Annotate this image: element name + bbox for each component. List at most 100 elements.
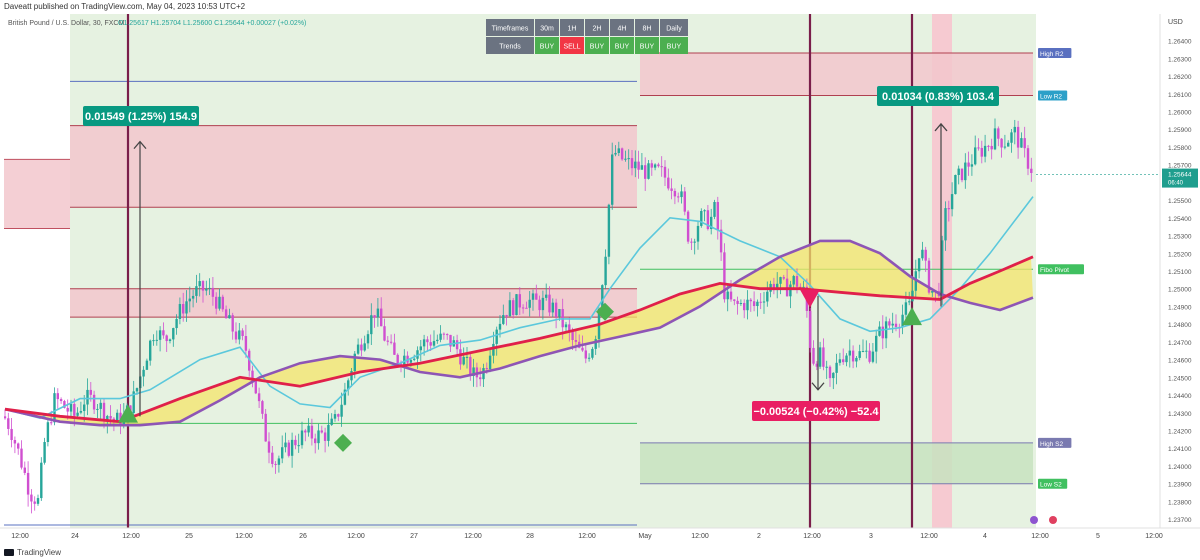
candle-body-274	[908, 301, 911, 303]
candle-body-195	[647, 163, 650, 179]
candle-body-3	[13, 440, 17, 444]
candle-body-298	[987, 145, 990, 147]
ma-fast-line	[4, 196, 1034, 419]
chart-title: British Pound / U.S. Dollar, 30, FXCM	[8, 20, 124, 27]
trend-cell-2	[585, 37, 609, 54]
candle-body-221	[733, 299, 736, 301]
candle-body-7	[26, 472, 30, 495]
candle-body-215	[713, 202, 716, 217]
candle-body-178	[591, 348, 594, 358]
candle-body-214	[710, 216, 713, 230]
candle-body-240	[795, 276, 799, 287]
candle-body-244	[809, 310, 812, 348]
candle-body-59	[198, 281, 201, 287]
candle-body-142	[472, 367, 475, 376]
candle-body-176	[584, 350, 587, 359]
publish-header: Daveatt published on TradingView.com, Ma…	[0, 0, 1200, 14]
candle-body-239	[792, 276, 795, 285]
candle-body-150	[498, 323, 502, 330]
trend-label-2: BUY	[590, 44, 605, 51]
candle-body-100	[333, 414, 337, 419]
candle-body-110	[366, 334, 370, 344]
candle-body-0	[4, 416, 7, 419]
measure-arrow-2-head	[811, 382, 825, 391]
candle-body-93	[310, 425, 314, 439]
candle-body-65	[218, 296, 221, 309]
candle-body-223	[739, 303, 743, 305]
candle-body-39	[132, 391, 135, 414]
x-tick-0: 12:00	[11, 533, 29, 540]
candle-body-117	[389, 341, 393, 343]
candle-body-190	[630, 158, 634, 169]
x-tick-5: 26	[299, 533, 307, 540]
candle-body-124	[413, 358, 416, 360]
candle-body-252	[835, 362, 838, 373]
candle-body-2	[10, 428, 13, 441]
candle-body-130	[432, 341, 436, 346]
trend-table: Timeframes Trends 30m BUY 1H SELL 2H BUY 4H BUY 8H…	[486, 19, 688, 54]
candle-body-272	[901, 314, 904, 327]
candle-body-88	[294, 439, 297, 446]
candle-body-153	[508, 300, 512, 317]
candle-body-61	[205, 288, 208, 291]
y-tick-2: 1.26200	[1168, 74, 1192, 81]
candle-body-257	[851, 350, 855, 362]
candle-body-183	[607, 204, 611, 257]
candle-body-286	[947, 208, 950, 210]
candle-body-92	[307, 425, 310, 433]
candle-body-91	[304, 430, 307, 433]
candle-body-45	[152, 340, 155, 342]
candle-body-131	[436, 339, 439, 342]
candle-body-11	[40, 462, 43, 499]
candle-body-172	[571, 331, 574, 340]
measure-label-3: 0.01034 (0.83%) 103.4	[882, 91, 995, 103]
candle-body-26	[89, 389, 92, 395]
trend-cell-1	[560, 37, 584, 54]
y-tick-3: 1.26100	[1168, 92, 1192, 99]
y-tick-1: 1.26300	[1168, 56, 1192, 63]
bar-countdown: 06:40	[1168, 181, 1184, 187]
y-tick-26: 1.23800	[1168, 499, 1192, 506]
candle-body-17	[59, 399, 63, 402]
candle-body-82	[274, 463, 277, 465]
level-tag-1: Low R2	[1040, 94, 1062, 101]
x-tick-6: 12:00	[347, 533, 365, 540]
candle-body-10	[36, 498, 40, 504]
candle-body-167	[554, 302, 558, 317]
y-tick-11: 1.25300	[1168, 234, 1192, 241]
candle-body-171	[568, 324, 571, 332]
candle-body-227	[752, 301, 756, 307]
candle-body-242	[802, 286, 805, 288]
candle-body-34	[116, 412, 119, 422]
level-tag-2: Fibo Pivot	[1040, 267, 1069, 274]
measure-label-3-bg	[877, 86, 999, 106]
candle-body-6	[23, 467, 26, 473]
candle-body-222	[736, 300, 739, 304]
candle-body-60	[201, 281, 205, 291]
publish-info: Daveatt published on TradingView.com, Ma…	[4, 2, 246, 11]
timeframe-label-0: 30m	[540, 26, 554, 33]
candle-body-168	[558, 309, 561, 317]
candle-body-177	[587, 357, 591, 359]
candle-body-198	[657, 164, 660, 167]
candle-body-24	[83, 404, 86, 412]
timeframe-label-5: Daily	[666, 26, 682, 33]
candle-body-129	[429, 342, 432, 346]
candle-body-55	[185, 301, 188, 314]
candle-body-144	[479, 377, 482, 380]
footer: TradingView	[0, 545, 61, 560]
candle-body-62	[208, 287, 211, 289]
candle-body-50	[168, 339, 172, 342]
timeframe-label-2: 2H	[593, 26, 602, 33]
candle-body-13	[46, 422, 50, 443]
candle-body-102	[340, 404, 343, 417]
y-tick-10: 1.25400	[1168, 216, 1192, 223]
candle-body-111	[370, 315, 373, 335]
ma-red-line	[4, 255, 1034, 424]
price-axis-unit: USD	[1168, 19, 1183, 26]
candle-body-241	[799, 286, 802, 288]
candle-body-141	[469, 356, 472, 376]
y-tick-23: 1.24100	[1168, 446, 1192, 453]
candle-body-184	[611, 154, 614, 205]
